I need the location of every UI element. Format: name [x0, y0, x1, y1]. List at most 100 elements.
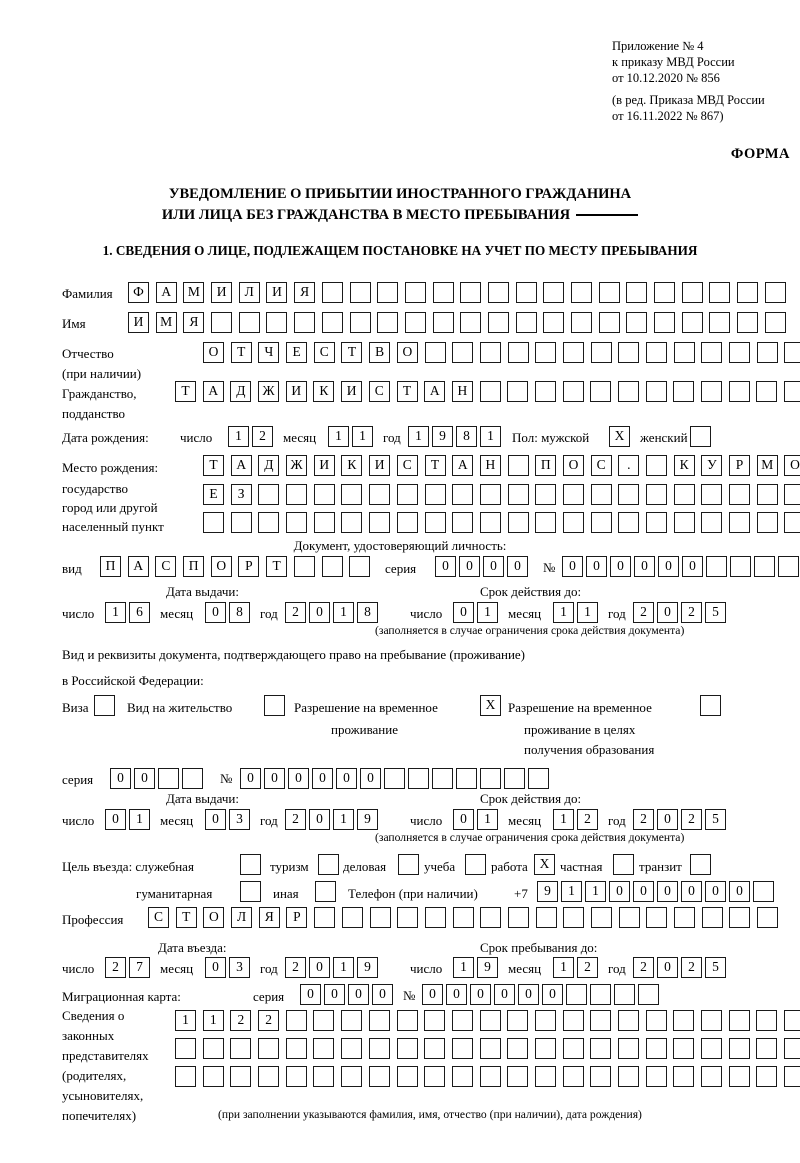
form-cell[interactable]	[701, 512, 723, 533]
form-cell[interactable]: 0	[110, 768, 131, 789]
form-cell[interactable]	[258, 484, 280, 505]
form-cell[interactable]: Ж	[258, 381, 280, 402]
form-cell[interactable]	[673, 1038, 695, 1059]
form-cell[interactable]	[313, 1066, 335, 1087]
temp-residence-edu-checkbox[interactable]	[700, 695, 721, 716]
form-cell[interactable]: П	[100, 556, 121, 577]
legal-rep-cells-row3[interactable]	[175, 1066, 800, 1087]
form-cell[interactable]: 0	[309, 957, 330, 978]
form-cell[interactable]: 1	[553, 602, 574, 623]
form-cell[interactable]: К	[341, 455, 363, 476]
form-cell[interactable]	[451, 1038, 473, 1059]
form-cell[interactable]: 0	[681, 881, 702, 902]
form-cell[interactable]	[396, 1038, 418, 1059]
form-cell[interactable]: 0	[372, 984, 393, 1005]
form-cell[interactable]: 1	[129, 809, 150, 830]
form-cell[interactable]: Р	[286, 907, 308, 928]
form-cell[interactable]	[674, 907, 696, 928]
form-cell[interactable]	[754, 556, 775, 577]
form-cell[interactable]	[313, 512, 335, 533]
form-cell[interactable]	[571, 312, 592, 333]
form-cell[interactable]	[590, 1038, 612, 1059]
purpose-study-checkbox[interactable]	[465, 854, 486, 875]
form-cell[interactable]	[432, 768, 453, 789]
form-cell[interactable]: 1	[408, 426, 429, 447]
form-cell[interactable]: 7	[129, 957, 150, 978]
purpose-work-checkbox[interactable]: X	[534, 854, 555, 875]
form-cell[interactable]: Т	[230, 342, 252, 363]
form-cell[interactable]: С	[396, 455, 418, 476]
form-cell[interactable]: 8	[229, 602, 250, 623]
form-cell[interactable]	[515, 282, 537, 303]
form-cell[interactable]	[341, 484, 363, 505]
form-cell[interactable]	[480, 907, 502, 928]
form-cell[interactable]: И	[285, 381, 307, 402]
form-cell[interactable]: 1	[453, 957, 474, 978]
form-cell[interactable]	[507, 512, 529, 533]
form-cell[interactable]: .	[618, 455, 640, 476]
form-cell[interactable]	[230, 512, 252, 533]
form-cell[interactable]: 0	[348, 984, 369, 1005]
form-cell[interactable]: 5	[705, 809, 726, 830]
form-cell[interactable]	[645, 1066, 667, 1087]
form-cell[interactable]	[182, 768, 203, 789]
form-cell[interactable]	[432, 282, 454, 303]
form-cell[interactable]	[728, 1010, 750, 1031]
form-cell[interactable]	[479, 484, 501, 505]
form-cell[interactable]: Л	[238, 282, 260, 303]
form-cell[interactable]: 1	[202, 1010, 224, 1031]
form-cell[interactable]	[543, 312, 565, 333]
form-cell[interactable]	[784, 381, 800, 402]
form-cell[interactable]	[654, 312, 676, 333]
form-cell[interactable]	[285, 1010, 307, 1031]
form-cell[interactable]: Ф	[128, 282, 149, 303]
form-cell[interactable]: Р	[238, 556, 260, 577]
form-cell[interactable]	[729, 342, 751, 363]
form-cell[interactable]: М	[155, 312, 177, 333]
form-cell[interactable]	[349, 312, 371, 333]
form-cell[interactable]	[618, 381, 639, 402]
form-cell[interactable]	[341, 1010, 363, 1031]
form-cell[interactable]: Ч	[258, 342, 280, 363]
form-cell[interactable]	[784, 1066, 800, 1087]
form-cell[interactable]: 8	[456, 426, 477, 447]
form-cell[interactable]	[709, 312, 731, 333]
form-cell[interactable]: О	[203, 907, 225, 928]
purpose-transit-checkbox[interactable]	[690, 854, 711, 875]
form-cell[interactable]	[654, 282, 676, 303]
form-cell[interactable]	[369, 907, 391, 928]
form-cell[interactable]: 0	[324, 984, 345, 1005]
form-cell[interactable]: 1	[480, 426, 501, 447]
form-cell[interactable]: А	[127, 556, 149, 577]
form-cell[interactable]	[313, 1038, 335, 1059]
legal-rep-cells-row2[interactable]	[175, 1038, 800, 1059]
form-cell[interactable]	[211, 312, 233, 333]
form-cell[interactable]: 0	[542, 984, 563, 1005]
form-cell[interactable]: 3	[229, 809, 250, 830]
form-cell[interactable]	[729, 484, 751, 505]
form-cell[interactable]	[701, 484, 723, 505]
form-cell[interactable]	[266, 312, 288, 333]
form-cell[interactable]: 0	[336, 768, 357, 789]
form-cell[interactable]: 1	[333, 602, 354, 623]
form-cell[interactable]	[729, 907, 751, 928]
form-cell[interactable]	[396, 512, 418, 533]
form-cell[interactable]: А	[202, 381, 224, 402]
form-cell[interactable]: 0	[705, 881, 726, 902]
purpose-tourism-checkbox[interactable]	[318, 854, 339, 875]
form-cell[interactable]	[451, 1066, 473, 1087]
form-cell[interactable]: 0	[657, 602, 678, 623]
form-cell[interactable]: 2	[258, 1010, 280, 1031]
form-cell[interactable]	[534, 1066, 556, 1087]
form-cell[interactable]: 0	[205, 809, 226, 830]
form-cell[interactable]	[784, 512, 800, 533]
form-cell[interactable]	[313, 1010, 335, 1031]
